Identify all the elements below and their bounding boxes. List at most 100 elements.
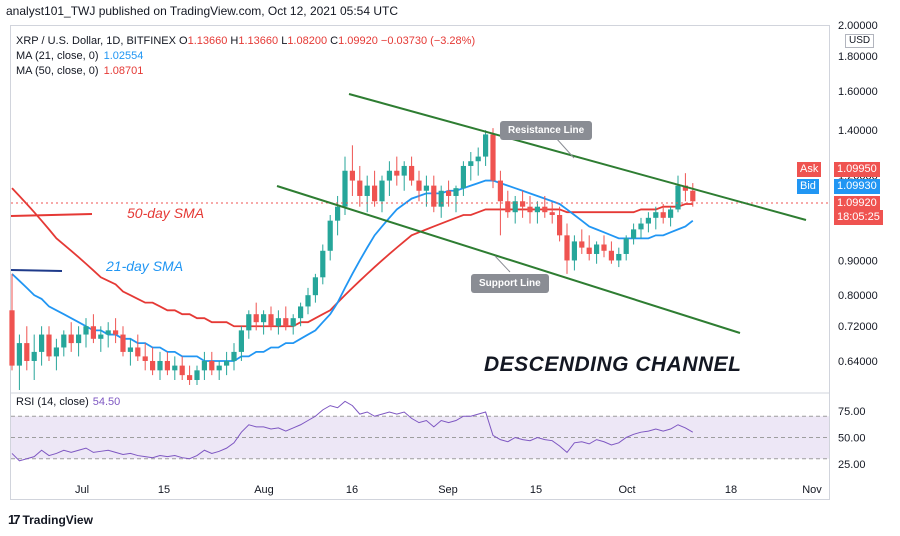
candle-body (660, 212, 666, 218)
tradingview-footer: 17 TradingView (8, 512, 93, 527)
legend-ma21-row: MA (21, close, 0) 1.02554 (16, 49, 475, 64)
candle-body (164, 360, 170, 371)
legend-high: 1.13660 (238, 35, 279, 47)
candle-body (594, 244, 600, 254)
x-tick-label: Jul (75, 484, 89, 496)
y-tick-label: 0.90000 (838, 255, 878, 267)
x-tick-label: 15 (158, 484, 170, 496)
y-tick-label: 1.40000 (838, 125, 878, 137)
candle-body (98, 334, 104, 339)
candle-body (534, 206, 540, 213)
candle-body (571, 241, 577, 261)
support-line-callout[interactable]: Support Line (471, 274, 549, 293)
candle-body (275, 318, 281, 327)
candle-body (586, 247, 592, 254)
candle-body (157, 360, 163, 371)
candle-body (120, 334, 126, 352)
y-tick-label: 1.80000 (838, 51, 878, 63)
candle-body (76, 334, 82, 344)
candle-body (290, 318, 296, 327)
legend-close: 1.09920 (338, 35, 378, 47)
candle-body (209, 360, 215, 371)
footer-brand: TradingView (22, 512, 93, 527)
legend-change: −0.03730 (−3.28%) (380, 35, 476, 47)
candle-body (542, 206, 548, 213)
x-tick-label: Aug (254, 484, 274, 496)
publisher-header: analyst101_TWJ published on TradingView.… (6, 4, 398, 18)
currency-button[interactable]: USD (845, 34, 875, 48)
ma50-line (11, 187, 693, 328)
candle-body (298, 306, 304, 319)
x-tick-label: Oct (618, 484, 635, 496)
candle-body (520, 201, 526, 207)
candle-body (268, 314, 274, 327)
x-tick-label: 16 (346, 484, 358, 496)
candle-body (142, 356, 148, 361)
candle-body (372, 185, 378, 202)
tradingview-logo-icon: 17 (8, 512, 21, 527)
candle-body (690, 190, 696, 202)
candle-body (216, 365, 222, 371)
candle-body (682, 185, 688, 191)
support-callout-leader (494, 255, 511, 273)
candle-body (238, 330, 244, 352)
legend-low: 1.08200 (287, 35, 328, 47)
candle-body (312, 277, 318, 296)
last-price-badge: 1.09920 (834, 196, 880, 211)
candle-body (549, 212, 555, 215)
candle-body (342, 170, 348, 207)
y-tick-label: 0.80000 (838, 290, 878, 302)
bid-label-badge: Bid (797, 179, 819, 194)
candle-body (564, 235, 570, 261)
candle-body (616, 253, 622, 261)
legend-symbol-row: XRP / U.S. Dollar, 1D, BITFINEX O1.13660… (16, 34, 475, 49)
legend-close-label: C (330, 35, 339, 47)
y-tick-label: 0.72000 (838, 321, 878, 333)
candle-body (90, 326, 96, 339)
candle-body (401, 165, 407, 176)
x-tick-label: 18 (725, 484, 737, 496)
sma50-label: 50-day SMA (127, 205, 205, 221)
candle-body (9, 310, 15, 366)
candle-body (83, 326, 89, 335)
resistance-line-callout[interactable]: Resistance Line (500, 121, 593, 140)
support-channel-line (276, 185, 741, 334)
legend-low-label: L (281, 35, 288, 47)
candle-body (527, 206, 533, 213)
rsi-tick-label: 75.00 (838, 406, 866, 418)
candle-body (305, 295, 311, 307)
candle-body (512, 201, 518, 213)
candle-body (505, 201, 511, 213)
candle-body (172, 365, 178, 371)
candle-body (668, 209, 674, 218)
rsi-legend-label: RSI (14, close) (16, 396, 89, 408)
candle-body (446, 190, 452, 196)
candle-body (53, 347, 59, 357)
y-tick-label: 2.00000 (838, 20, 878, 32)
candle-body (320, 250, 326, 278)
candle-body (24, 343, 30, 361)
descending-channel-title: DESCENDING CHANNEL (484, 353, 742, 376)
candle-body (46, 334, 52, 357)
candle-body (379, 180, 385, 202)
candle-body (497, 180, 503, 202)
candle-body (150, 360, 156, 371)
candle-body (187, 375, 193, 381)
candle-body (261, 314, 267, 323)
candle-body (231, 351, 237, 361)
candle-body (557, 214, 563, 236)
candle-body (61, 334, 67, 348)
legend-open-label: O (179, 35, 188, 47)
candle-body (409, 165, 415, 181)
ask-value-badge: 1.09950 (834, 162, 880, 177)
candle-body (68, 334, 74, 344)
candle-body (201, 360, 207, 371)
candle-body (490, 134, 496, 181)
legend-ma21-value: 1.02554 (103, 50, 144, 62)
candle-body (364, 185, 370, 196)
bid-value-badge: 1.09930 (834, 179, 880, 194)
candle-body (431, 185, 437, 207)
candle-body (601, 244, 607, 251)
ma21-left-segment (10, 269, 63, 272)
